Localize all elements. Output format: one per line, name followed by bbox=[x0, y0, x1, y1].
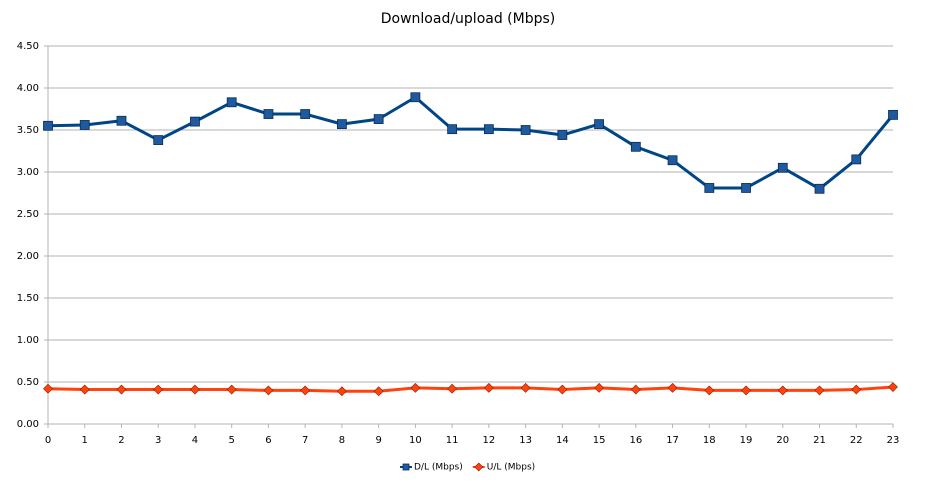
x-tick-label: 10 bbox=[409, 435, 422, 446]
data-point bbox=[43, 383, 53, 394]
data-point bbox=[741, 385, 751, 396]
data-point bbox=[814, 183, 825, 194]
data-point bbox=[777, 162, 788, 173]
data-point bbox=[851, 154, 862, 165]
x-tick-label: 3 bbox=[155, 435, 161, 446]
legend-marker bbox=[474, 462, 484, 472]
x-tick-label: 14 bbox=[556, 435, 569, 446]
x-tick-label: 6 bbox=[265, 435, 271, 446]
data-point bbox=[447, 124, 458, 135]
data-point bbox=[704, 183, 715, 193]
x-tick-label: 11 bbox=[446, 435, 459, 446]
data-point bbox=[888, 382, 898, 392]
data-point bbox=[741, 183, 751, 193]
x-tick-label: 21 bbox=[813, 435, 826, 446]
y-tick-label: 1.50 bbox=[17, 293, 39, 304]
x-tick-label: 15 bbox=[593, 435, 606, 446]
data-point bbox=[116, 115, 127, 126]
data-point bbox=[410, 382, 421, 393]
data-point bbox=[447, 383, 458, 394]
y-tick-label: 4.50 bbox=[17, 41, 39, 52]
data-point bbox=[373, 386, 384, 397]
chart-title: Download/upload (Mbps) bbox=[381, 11, 556, 27]
x-tick-label: 5 bbox=[229, 435, 235, 446]
y-tick-label: 1.00 bbox=[17, 335, 39, 346]
data-point bbox=[704, 385, 715, 396]
x-tick-label: 12 bbox=[483, 435, 496, 446]
data-point bbox=[336, 386, 347, 397]
data-point bbox=[43, 120, 53, 131]
data-point bbox=[300, 109, 311, 119]
x-tick-label: 4 bbox=[192, 435, 198, 446]
data-point bbox=[851, 384, 862, 395]
data-point bbox=[153, 135, 164, 145]
data-point bbox=[226, 384, 237, 395]
data-point bbox=[79, 384, 90, 395]
x-tick-label: 13 bbox=[519, 435, 532, 446]
x-tick-label: 2 bbox=[118, 435, 124, 446]
y-tick-label: 0.00 bbox=[17, 419, 39, 430]
x-tick-label: 20 bbox=[776, 435, 789, 446]
legend-label: D/L (Mbps) bbox=[414, 463, 463, 473]
y-tick-label: 4.00 bbox=[17, 83, 39, 94]
data-point bbox=[373, 114, 384, 124]
x-tick-label: 9 bbox=[375, 435, 381, 446]
legend-marker bbox=[402, 463, 410, 471]
data-point bbox=[520, 382, 531, 393]
y-tick-label: 2.50 bbox=[17, 209, 39, 220]
x-tick-label: 18 bbox=[703, 435, 716, 446]
data-point bbox=[667, 382, 678, 393]
data-point bbox=[630, 384, 641, 395]
series-line bbox=[47, 95, 895, 191]
data-point bbox=[300, 385, 311, 396]
y-tick-label: 3.50 bbox=[17, 125, 39, 136]
x-tick-label: 22 bbox=[850, 435, 863, 446]
data-point bbox=[483, 382, 494, 393]
x-tick-label: 1 bbox=[82, 435, 88, 446]
data-point bbox=[116, 384, 127, 395]
y-tick-label: 3.00 bbox=[17, 167, 39, 178]
data-point bbox=[520, 125, 531, 135]
data-point bbox=[153, 384, 164, 395]
data-point bbox=[557, 384, 568, 395]
data-point bbox=[777, 385, 788, 396]
data-point bbox=[594, 382, 605, 393]
data-point bbox=[410, 92, 421, 103]
y-tick-label: 2.00 bbox=[17, 251, 39, 262]
x-tick-label: 16 bbox=[629, 435, 642, 446]
data-point bbox=[190, 384, 200, 395]
x-tick-label: 17 bbox=[666, 435, 679, 446]
data-point bbox=[667, 155, 678, 166]
data-point bbox=[190, 116, 200, 127]
data-point bbox=[557, 130, 568, 140]
data-point bbox=[79, 120, 90, 130]
data-point bbox=[888, 109, 898, 120]
x-tick-label: 19 bbox=[740, 435, 753, 446]
data-point bbox=[594, 119, 604, 130]
data-point bbox=[630, 141, 641, 152]
data-point bbox=[337, 119, 347, 130]
x-tick-label: 8 bbox=[339, 435, 345, 446]
y-tick-label: 0.50 bbox=[17, 377, 39, 388]
data-point bbox=[263, 109, 274, 119]
data-point bbox=[226, 97, 237, 108]
legend-label: U/L (Mbps) bbox=[487, 463, 535, 473]
x-tick-label: 7 bbox=[302, 435, 308, 446]
data-point bbox=[263, 385, 274, 396]
x-tick-label: 23 bbox=[887, 435, 900, 446]
data-point bbox=[483, 124, 494, 135]
data-point bbox=[814, 385, 825, 396]
series-line bbox=[47, 385, 894, 393]
x-tick-label: 0 bbox=[45, 435, 51, 446]
